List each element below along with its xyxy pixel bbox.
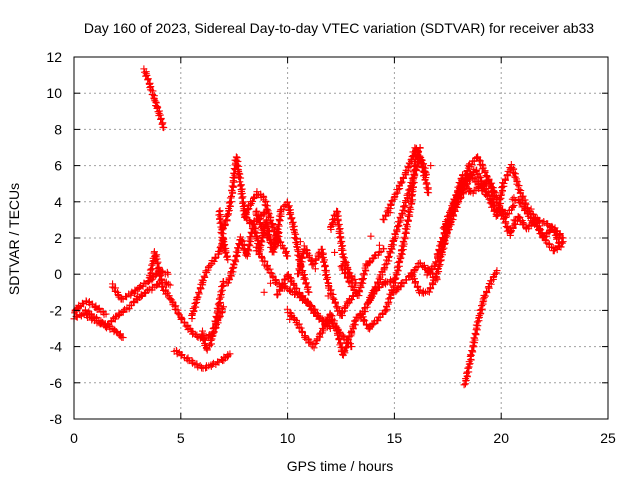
series-marks: [170, 347, 234, 372]
chart-title: Day 160 of 2023, Sidereal Day-to-day VTE…: [84, 20, 594, 36]
scatter-point: [510, 216, 518, 224]
series-arc-17: [283, 305, 334, 352]
x-tick-label: 15: [387, 430, 403, 446]
series-marks: [454, 170, 499, 209]
series-arc-02: [71, 297, 110, 318]
series-marks: [144, 248, 174, 289]
series-arc-25: [390, 259, 441, 297]
series-marks: [356, 144, 424, 333]
series-arc-20: [337, 245, 388, 300]
series-arc-18: [294, 242, 360, 320]
x-tick-label: 0: [70, 430, 78, 446]
y-tick-label: 12: [46, 49, 62, 65]
series-marks: [252, 198, 313, 296]
x-tick-label: 20: [493, 430, 509, 446]
y-tick-label: -4: [50, 339, 63, 355]
tick-labels: 0 5 10 15 20 25 -8 -6 -4 -2 0 2 4 6 8 10 12: [46, 49, 616, 446]
scatter-point: [367, 232, 375, 240]
series-arc-05: [140, 65, 168, 132]
scatter-point: [301, 334, 309, 342]
series-marks: [215, 207, 232, 264]
axis-ticks: [73, 56, 609, 420]
series-marks: [337, 245, 388, 300]
series-arc-30: [454, 170, 499, 209]
series-arc-12: [223, 216, 283, 287]
series-arc-22: [356, 144, 424, 333]
series-marks: [283, 305, 334, 352]
series-arc-07: [170, 347, 234, 372]
scatter-point: [260, 288, 268, 296]
y-tick-label: 4: [54, 194, 62, 210]
scatter-point: [427, 162, 435, 170]
series-arc-08: [188, 234, 228, 323]
series-marks: [294, 242, 360, 320]
x-axis-label: GPS time / hours: [287, 458, 394, 474]
scatter-point: [375, 241, 383, 249]
y-tick-label: -2: [50, 302, 63, 318]
series-marks: [327, 207, 360, 287]
scatter-point: [267, 279, 275, 287]
scattered-points: [232, 156, 535, 342]
series-marks: [223, 216, 283, 287]
series-marks: [188, 234, 228, 323]
scatter-point: [341, 259, 349, 267]
series-marks: [71, 297, 110, 318]
series-arc-31: [460, 267, 501, 389]
series-marks: [379, 144, 433, 224]
scatter-point: [296, 238, 304, 246]
scatter-point: [418, 156, 426, 164]
y-tick-label: 0: [54, 266, 62, 282]
scatter-point: [324, 292, 332, 300]
series-arc-34: [497, 207, 565, 251]
y-tick-label: -6: [50, 375, 63, 391]
series-marks: [140, 65, 168, 132]
series-arc-24: [379, 144, 433, 224]
series-arc-09: [215, 207, 232, 264]
series-arc-21: [327, 207, 360, 287]
x-tick-label: 25: [600, 430, 616, 446]
scatter-point: [311, 265, 319, 273]
scatter-point: [348, 330, 356, 338]
y-tick-label: 2: [54, 230, 62, 246]
scatter-point: [527, 205, 535, 213]
series-marks: [497, 207, 565, 251]
scatter-point: [331, 248, 339, 256]
series-marks: [460, 267, 501, 389]
scatter-point: [286, 315, 294, 323]
y-tick-label: -8: [50, 411, 63, 427]
y-axis-label: SDTVAR / TECUs: [6, 183, 22, 295]
y-tick-label: 8: [54, 121, 62, 137]
x-tick-label: 10: [280, 430, 296, 446]
series-arc-06: [144, 248, 174, 289]
y-tick-label: 6: [54, 158, 62, 174]
scatter-point: [386, 209, 394, 217]
series-arc-14: [252, 198, 313, 296]
x-tick-label: 5: [177, 430, 185, 446]
y-tick-label: 10: [46, 85, 62, 101]
data-marks: [70, 65, 567, 389]
series-marks: [390, 259, 441, 297]
scatter-point: [232, 252, 240, 260]
series-marks: [198, 277, 228, 354]
series-arc-10: [198, 277, 228, 354]
